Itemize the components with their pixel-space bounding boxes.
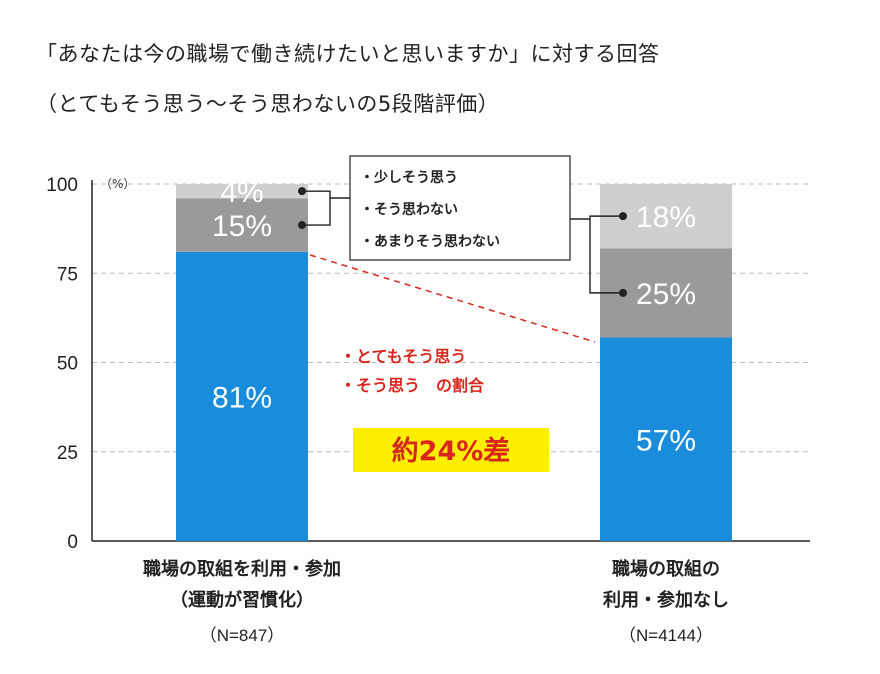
y-tick-label-50: 50 [57, 354, 78, 375]
category-2-sample-size: （N=4144） [619, 626, 713, 645]
bar-2-value-label-2: 25% [636, 278, 696, 311]
y-tick-label-25: 25 [57, 443, 78, 464]
bar-1-value-label-1: 81% [212, 381, 272, 414]
annotation-line-2: ・そう思う の割合 [340, 376, 485, 395]
connector-line-bar-2 [570, 215, 623, 294]
chart-title-line-2: （とてもそう思う〜そう思わないの5段階評価） [36, 92, 500, 116]
connector-line-bar-1 [302, 190, 350, 226]
difference-label: 約24%差 [392, 435, 511, 467]
legend-item-slightly-agree: ・少しそう思う [360, 169, 458, 186]
category-1-label-line-2: （運動が習慣化） [170, 589, 314, 611]
chart-title-line-1: 「あなたは今の職場で働き続けたいと思いますか」に対する回答 [36, 42, 660, 66]
bar-1-segment-strongly-agree-or-agree [176, 251, 308, 541]
bar-2-value-label-1: 57% [636, 424, 696, 457]
y-tick-label-100: 100 [46, 175, 78, 196]
bar-1-value-label-2: 15% [212, 210, 272, 243]
difference-dashed-line [309, 254, 596, 343]
difference-highlight [353, 428, 549, 472]
y-tick-label-75: 75 [57, 264, 78, 285]
category-1-sample-size: （N=847） [200, 626, 285, 645]
bar-1-segment-slightly-agree [176, 198, 308, 252]
category-2-label-line-2: 利用・参加なし [603, 589, 729, 611]
category-2-label-line-1: 職場の取組の [612, 558, 720, 580]
category-1-label-line-1: 職場の取組を利用・参加 [143, 558, 341, 580]
bar-1-value-label-3: 4% [220, 176, 263, 209]
y-axis-unit-label: （%） [100, 177, 135, 191]
bar-2-value-label-3: 18% [636, 201, 696, 234]
annotation-line-1: ・とてもそう思う [340, 347, 466, 366]
legend-box [349, 155, 571, 261]
legend-item-disagree: ・そう思わない [360, 202, 458, 218]
y-tick-label-0: 0 [67, 532, 78, 553]
bar-2-segment-strongly-agree-or-agree [600, 337, 732, 541]
legend-item-rather-disagree: ・あまりそう思わない [360, 234, 500, 250]
bar-1-segment-disagree-or-rather-disagree [176, 184, 308, 199]
